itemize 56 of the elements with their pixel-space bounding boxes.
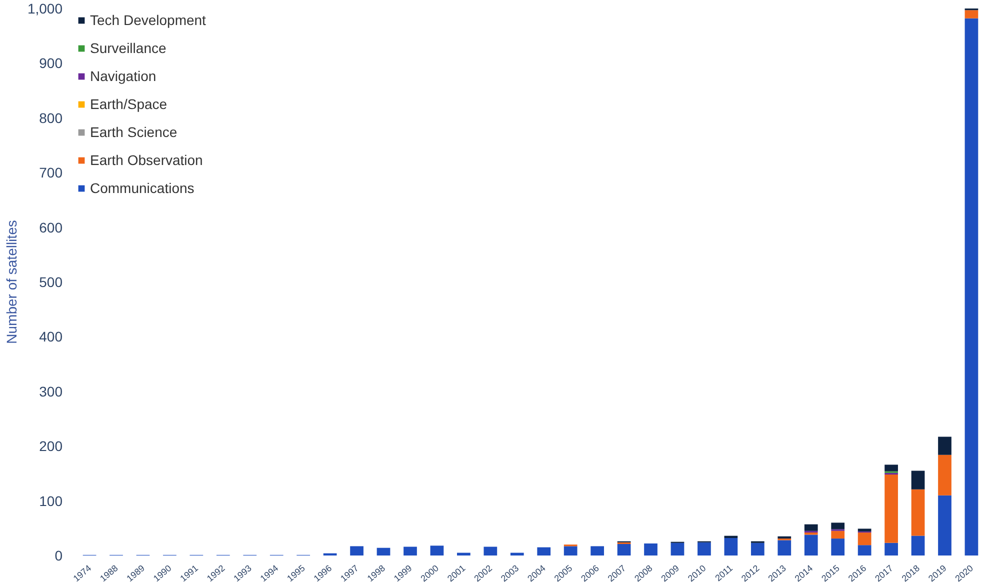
bar [804, 524, 818, 531]
legend-label: Tech Development [90, 12, 206, 28]
y-tick-label: 500 [39, 274, 63, 290]
bar [884, 464, 898, 472]
bar [884, 474, 898, 543]
bar [724, 538, 738, 556]
bar [911, 489, 925, 536]
bar [858, 528, 872, 532]
bar [376, 548, 390, 556]
y-tick-label: 300 [39, 383, 63, 400]
y-tick-label: 200 [39, 438, 63, 454]
bar [858, 545, 872, 556]
y-tick-label: 800 [39, 110, 63, 126]
bar [698, 542, 711, 556]
legend-label: Earth/Space [90, 96, 168, 112]
bar [911, 470, 925, 490]
bar [778, 536, 792, 539]
y-tick-label: 1,000 [27, 0, 63, 16]
bar [590, 546, 604, 556]
legend-label: Earth Observation [90, 152, 203, 168]
bar [457, 552, 470, 556]
bar [404, 546, 417, 556]
bar [430, 546, 444, 556]
bar [778, 540, 792, 556]
legend-label: Communications [90, 180, 194, 196]
bar [964, 18, 978, 556]
bar [617, 544, 631, 556]
y-tick-label: 100 [39, 492, 63, 509]
bar [938, 495, 952, 556]
bar [964, 10, 978, 18]
bar [537, 547, 551, 556]
bar [938, 436, 952, 455]
legend-label: Navigation [90, 68, 156, 84]
bar [831, 530, 845, 539]
bar [804, 534, 818, 556]
bar [644, 543, 658, 556]
bar [564, 546, 578, 556]
bar [884, 542, 898, 556]
legend-label: Surveillance [90, 40, 166, 56]
y-tick-label: 700 [39, 164, 63, 181]
y-tick-label: 900 [39, 55, 63, 72]
y-tick-label: 600 [39, 219, 63, 236]
bar [911, 536, 925, 556]
y-axis-title: Number of satellites [3, 220, 20, 344]
bar [831, 522, 845, 530]
bar [858, 532, 872, 546]
bar [510, 552, 524, 556]
bar [670, 542, 684, 556]
bar [831, 538, 845, 556]
y-tick-label: 400 [39, 328, 63, 345]
bar [938, 454, 952, 496]
bar [750, 542, 764, 556]
bar [484, 546, 498, 556]
legend-label: Earth Science [90, 124, 178, 140]
bar [350, 546, 364, 556]
y-tick-label: 0 [54, 548, 63, 564]
